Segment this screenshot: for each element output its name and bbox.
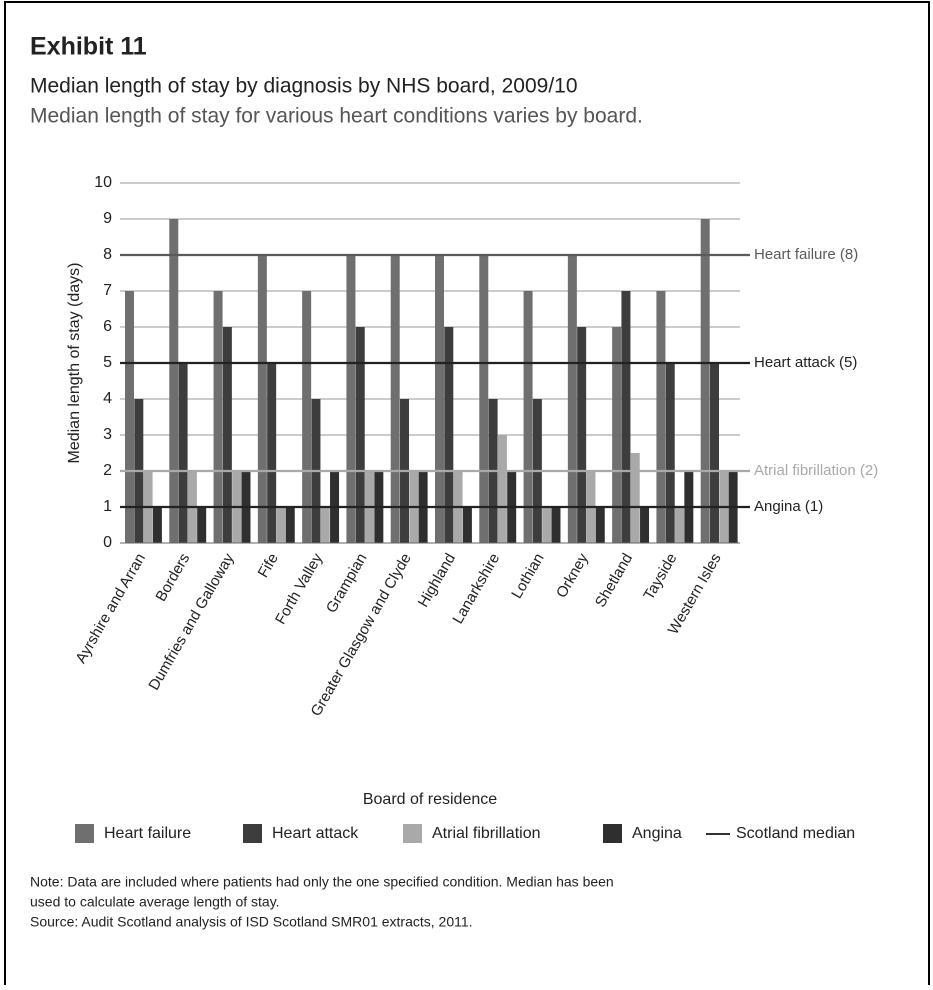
bar (435, 255, 444, 543)
legend-label: Heart failure (104, 825, 191, 842)
note: Note: Data are included where patients h… (30, 874, 614, 890)
bar (577, 327, 587, 543)
x-tick-label: Lanarkshire (449, 550, 503, 626)
bar (346, 255, 356, 543)
legend-label: Heart attack (272, 825, 359, 842)
bar (710, 363, 720, 543)
bar (222, 327, 232, 543)
bar (567, 255, 577, 543)
x-tick-label: Borders (152, 550, 193, 604)
median-label: Heart attack (5) (754, 354, 857, 371)
note: used to calculate average length of stay… (30, 894, 280, 910)
bar (197, 507, 207, 543)
bar (390, 255, 400, 543)
bar (675, 507, 685, 543)
y-tick-label: 0 (103, 534, 112, 551)
legend-swatch (603, 824, 622, 843)
bar (125, 291, 134, 543)
bar (152, 507, 162, 543)
y-tick-label: 7 (103, 282, 112, 299)
median-label: Heart failure (8) (754, 246, 858, 263)
bar (523, 291, 533, 543)
bar (320, 507, 330, 543)
legend-swatch (243, 824, 262, 843)
chart-title: Median length of stay by diagnosis by NH… (30, 75, 578, 98)
bar (267, 363, 277, 543)
x-tick-label: Greater Glasgow and Clyde (307, 550, 414, 719)
x-tick-label: Lothian (508, 550, 547, 601)
bar (479, 255, 489, 543)
bar (612, 327, 622, 543)
bar (595, 507, 605, 543)
y-tick-label: 3 (103, 426, 112, 443)
y-tick-label: 6 (103, 318, 112, 335)
bar (169, 219, 179, 543)
y-tick-label: 1 (103, 498, 112, 515)
legend-label: Scotland median (736, 825, 855, 842)
y-axis-label: Median length of stay (days) (66, 263, 83, 464)
bar (444, 327, 454, 543)
median-label: Atrial fibrillation (2) (754, 462, 878, 479)
exhibit-label: Exhibit 11 (30, 33, 147, 61)
bar (621, 291, 631, 543)
x-tick-label: Orkney (553, 550, 592, 601)
legend-label: Atrial fibrillation (432, 825, 540, 842)
frame (4, 1, 930, 985)
x-tick-label: Grampian (323, 550, 371, 616)
bar (497, 435, 507, 543)
legend-swatch (75, 824, 94, 843)
y-tick-label: 2 (103, 462, 112, 479)
x-axis-label: Board of residence (363, 791, 497, 808)
legend-label: Angina (632, 825, 682, 842)
x-tick-label: Dumfries and Galloway (145, 550, 238, 693)
bar (355, 327, 365, 543)
bar (656, 291, 666, 543)
note: Source: Audit Scotland analysis of ISD S… (30, 914, 473, 930)
bar (665, 363, 675, 543)
bar (542, 507, 552, 543)
y-tick-label: 5 (103, 354, 112, 371)
bar (640, 507, 650, 543)
x-tick-label: Ayrshire and Arran (72, 550, 149, 666)
bar (700, 219, 710, 543)
x-tick-label: Highland (415, 550, 459, 610)
bar (630, 453, 640, 543)
bar (213, 291, 223, 543)
chart-subtitle: Median length of stay for various heart … (30, 105, 643, 128)
legend-swatch (403, 824, 422, 843)
median-label: Angina (1) (754, 498, 823, 515)
y-tick-label: 8 (103, 246, 112, 263)
x-tick-label: Shetland (592, 550, 636, 610)
bar (285, 507, 295, 543)
bar (276, 507, 286, 543)
bar (178, 363, 188, 543)
x-tick-label: Tayside (640, 550, 680, 603)
bar (462, 507, 472, 543)
y-tick-label: 9 (103, 210, 112, 227)
bar (302, 291, 312, 543)
y-tick-label: 4 (103, 390, 112, 407)
bar (257, 255, 267, 543)
y-tick-label: 10 (94, 174, 112, 191)
bar (551, 507, 561, 543)
x-tick-label: Fife (255, 550, 282, 580)
